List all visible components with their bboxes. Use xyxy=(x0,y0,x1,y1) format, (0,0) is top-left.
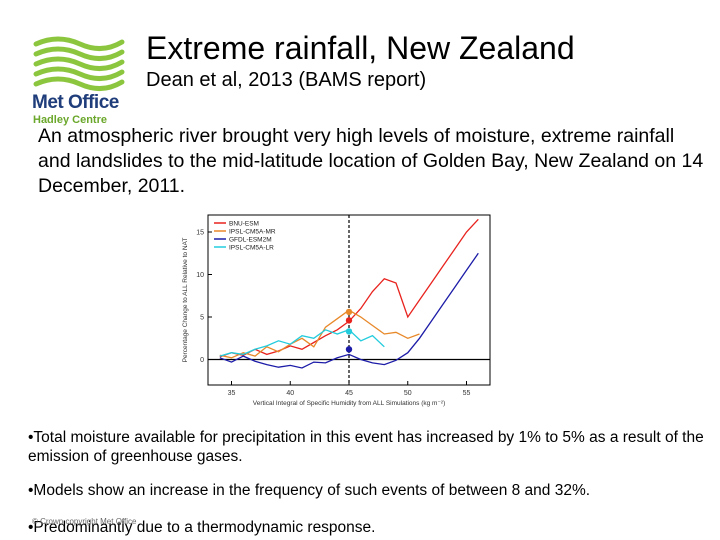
series-line-gfdl-esm2m xyxy=(219,252,479,369)
event-marker-ipsl-cm5a-lr xyxy=(345,328,353,335)
met-office-logo xyxy=(33,36,125,91)
series-line-ipsl-cm5a-mr xyxy=(219,309,420,359)
legend-label-ipsl-cm5a-mr: IPSL-CM5A-MR xyxy=(229,229,276,236)
series-line-ipsl-cm5a-lr xyxy=(219,329,385,357)
event-marker-bnu-esm xyxy=(345,317,353,324)
x-tick-label: 55 xyxy=(463,390,471,397)
y-tick-label: 15 xyxy=(196,230,204,237)
bullet-frequency: •Models show an increase in the frequenc… xyxy=(28,482,591,499)
event-marker-ipsl-cm5a-mr xyxy=(345,308,353,316)
legend-label-bnu-esm: BNU-ESM xyxy=(229,221,259,228)
bullet-moisture: •Total moisture available for precipitat… xyxy=(28,429,704,465)
x-tick-label: 45 xyxy=(345,390,353,397)
logo-title: Met Office xyxy=(32,92,119,113)
y-tick-label: 5 xyxy=(200,315,204,322)
x-tick-label: 40 xyxy=(286,390,294,397)
logo-wave-stripes xyxy=(33,36,125,91)
y-axis-label: Percentage Change to ALL Relative to NAT xyxy=(182,238,189,363)
page-title: Extreme rainfall, New Zealand xyxy=(146,30,575,66)
page-subtitle: Dean et al, 2013 (BAMS report) xyxy=(146,69,427,91)
legend-label-ipsl-cm5a-lr: IPSL-CM5A-LR xyxy=(229,245,274,252)
x-tick-label: 50 xyxy=(404,390,412,397)
legend-label-gfdl-esm2m: GFDL-ESM2M xyxy=(229,237,272,244)
event-marker-gfdl-esm2m xyxy=(345,346,353,353)
y-tick-label: 10 xyxy=(196,272,204,279)
logo-subtitle: Hadley Centre xyxy=(33,114,107,126)
x-tick-label: 35 xyxy=(228,390,236,397)
x-axis-label: Vertical Integral of Specific Humidity f… xyxy=(253,400,445,407)
footer-copyright: © Crown copyright Met Office xyxy=(32,517,137,526)
intro-paragraph: An atmospheric river brought very high l… xyxy=(38,125,704,197)
y-tick-label: 0 xyxy=(200,357,204,364)
humidity-change-chart: 35 40 45 50 55 0 5 10 15 BNU-ESMIPSL-CM5A-MRGFDL-… xyxy=(182,214,491,407)
bullet-thermodynamic: •Predominantly due to a thermodynamic re… xyxy=(28,519,376,536)
series-line-bnu-esm xyxy=(219,218,479,358)
